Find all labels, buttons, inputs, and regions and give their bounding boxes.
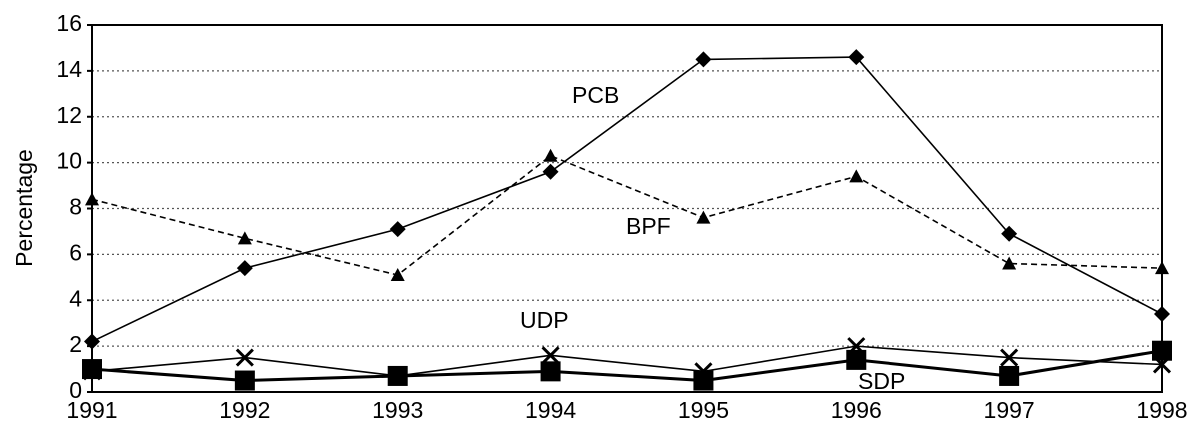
diamond-marker	[695, 51, 712, 68]
diamond-marker	[1001, 225, 1018, 242]
diamond-marker	[236, 260, 253, 277]
series-label: PCB	[572, 82, 619, 108]
triangle-marker	[237, 231, 252, 245]
y-tick-label: 2	[69, 331, 82, 357]
series-line	[91, 56, 1163, 343]
x-tick-label: 1998	[1136, 397, 1187, 423]
y-tick-label: 14	[56, 56, 82, 82]
square-marker	[82, 359, 102, 380]
x-tick-label: 1991	[66, 397, 117, 423]
series-line	[91, 345, 1163, 377]
x-tick-label: 1995	[678, 397, 729, 423]
x-marker	[1000, 348, 1019, 367]
square-marker	[387, 365, 408, 386]
triangle-marker	[390, 268, 405, 282]
series-label: UDP	[520, 307, 569, 333]
x-marker	[235, 348, 254, 367]
triangle-marker	[1002, 256, 1017, 270]
x-tick-label: 1992	[219, 397, 270, 423]
x-tick-label: 1997	[984, 397, 1035, 423]
square-marker	[846, 349, 867, 370]
x-tick-label: 1996	[831, 397, 882, 423]
series-line	[91, 349, 1163, 383]
diamond-marker	[84, 333, 100, 350]
square-marker	[1152, 340, 1172, 361]
diamond-marker	[389, 221, 406, 238]
series-label: BPF	[626, 213, 671, 239]
square-marker	[693, 370, 714, 391]
triangle-marker	[696, 210, 711, 224]
y-tick-label: 6	[69, 239, 82, 265]
diamond-marker	[848, 49, 865, 66]
triangle-marker	[543, 148, 558, 162]
triangle-marker	[85, 192, 99, 206]
y-axis-label: Percentage	[11, 149, 37, 267]
y-tick-label: 4	[69, 285, 82, 311]
triangle-marker	[1155, 261, 1169, 275]
y-tick-label: 12	[56, 102, 82, 128]
series-label: SDP	[858, 368, 905, 394]
diamond-marker	[542, 163, 559, 180]
y-tick-label: 10	[56, 148, 82, 174]
square-marker	[234, 370, 255, 391]
y-tick-label: 16	[56, 10, 82, 36]
y-tick-label: 0	[69, 377, 82, 403]
x-tick-label: 1994	[525, 397, 576, 423]
square-marker	[540, 361, 561, 382]
square-marker	[999, 365, 1020, 386]
y-tick-label: 8	[69, 194, 82, 220]
triangle-marker	[849, 169, 864, 183]
x-tick-label: 1993	[372, 397, 423, 423]
series-line	[91, 154, 1163, 276]
plot-frame	[91, 24, 1163, 393]
x-marker	[541, 346, 560, 365]
diamond-marker	[1154, 306, 1170, 323]
